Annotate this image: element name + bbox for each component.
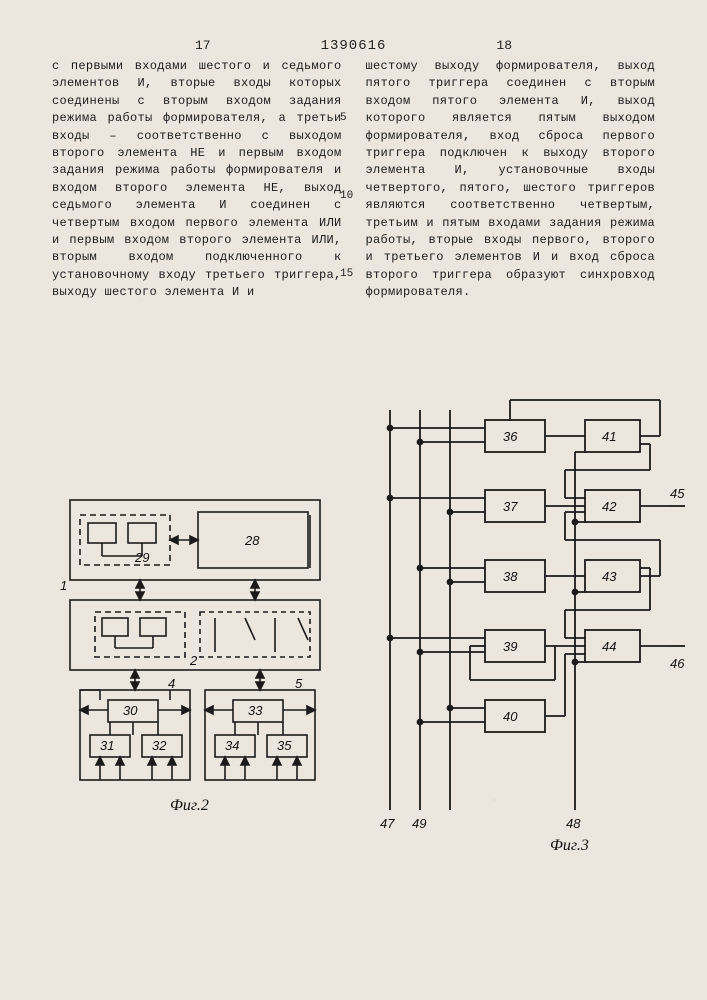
fig3-b41: 41	[602, 429, 616, 444]
fig2-label-34: 34	[225, 738, 239, 753]
fig3-o46: 46	[670, 656, 685, 671]
line-mark: 10	[340, 190, 353, 207]
text-columns: с первыми входами шестого и седьмого эле…	[52, 58, 655, 301]
figure-3: 36 37 38 39 40 41 42 43 44 45 46 47 49 4…	[350, 380, 690, 860]
fig3-b37: 37	[503, 499, 518, 514]
fig3-caption: Фиг.3	[550, 837, 589, 854]
fig3-i48: 48	[566, 816, 581, 831]
fig2-label-29: 29	[134, 550, 149, 565]
fig3-b36: 36	[503, 429, 518, 444]
fig2-label-32: 32	[152, 738, 167, 753]
fig3-b39: 39	[503, 639, 517, 654]
line-mark: 15	[340, 268, 353, 285]
fig2-label-1: 1	[60, 578, 67, 593]
fig2-label-28: 28	[244, 533, 260, 548]
fig3-b38: 38	[503, 569, 518, 584]
fig3-b42: 42	[602, 499, 617, 514]
fig2-caption: Фиг.2	[170, 797, 209, 814]
fig3-b43: 43	[602, 569, 617, 584]
fig2-label-30: 30	[123, 703, 138, 718]
fig3-o45: 45	[670, 486, 685, 501]
fig3-i49: 49	[412, 816, 426, 831]
fig3-b44: 44	[602, 639, 616, 654]
page-header: 17 1390616 18	[0, 38, 707, 53]
line-mark: 5	[340, 112, 347, 129]
column-right: шестому выходу формирователя, выход пято…	[366, 58, 656, 301]
fig2-label-2: 2	[189, 653, 198, 668]
fig2-label-4: 4	[168, 676, 175, 691]
figure-2: 1 2 4 5 28 29 30 31 32 33 34 35 Фиг.2	[40, 490, 340, 890]
fig2-label-5: 5	[295, 676, 303, 691]
patent-number: 1390616	[0, 38, 707, 54]
column-left: с первыми входами шестого и седьмого эле…	[52, 58, 342, 301]
fig2-label-33: 33	[248, 703, 263, 718]
fig3-b40: 40	[503, 709, 518, 724]
fig3-i47: 47	[380, 816, 395, 831]
fig2-label-31: 31	[100, 738, 114, 753]
fig2-label-35: 35	[277, 738, 292, 753]
